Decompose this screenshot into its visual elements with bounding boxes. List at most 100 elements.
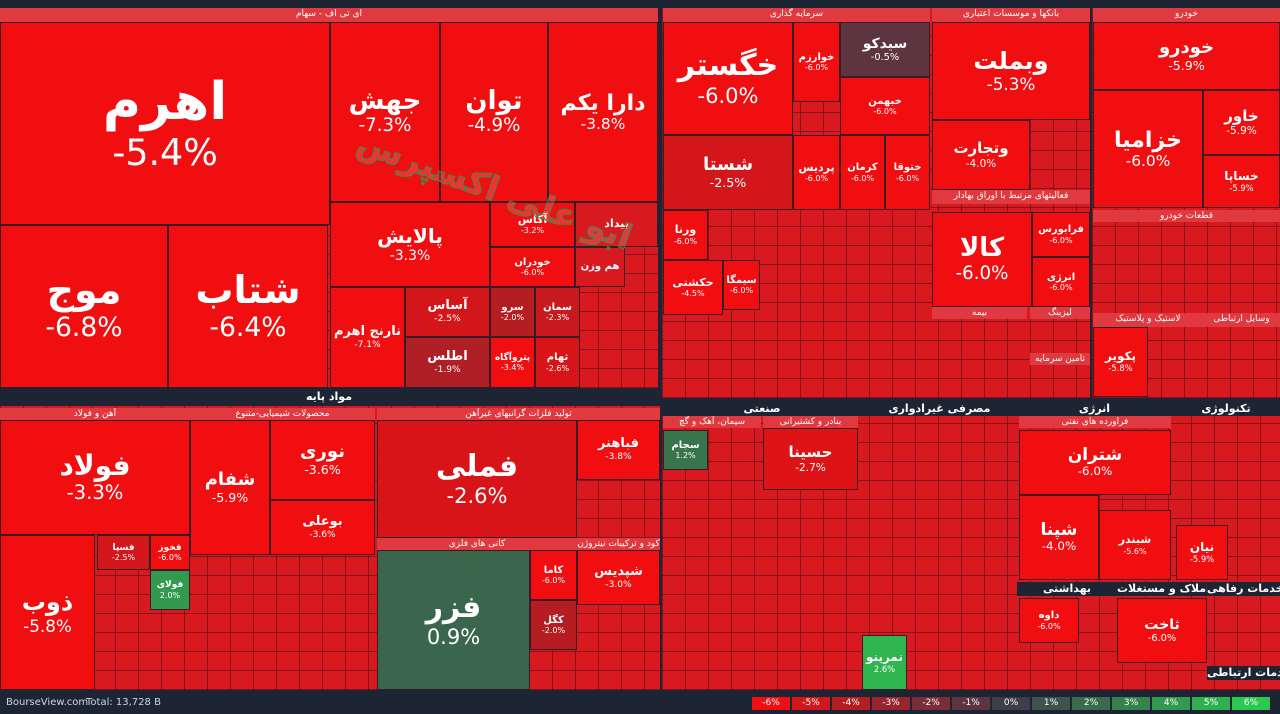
stock-change: -5.6% [1123,546,1147,556]
stock-change: -5.8% [1108,363,1133,374]
sector-header: آهن و فولاد [0,408,190,420]
stock-name: ثهام [546,352,569,364]
stock-change: -7.1% [354,339,381,350]
stock-change: -5.9% [1168,58,1205,74]
stock-name: پتروآگاه [494,352,531,363]
stock-tile: حکشتی -4.5% [663,260,723,315]
stock-name: کرمان [847,162,878,174]
stock-tile: سجام 1.2% [663,430,708,470]
stock-tile: وتجارت -4.0% [932,120,1030,190]
stock-tile: شفام -5.9% [190,420,270,555]
stock-change: -1.9% [434,364,461,375]
stock-name: سجام [671,439,700,451]
stock-tile: شستا -2.5% [663,135,793,210]
stock-tile: کگل -2.0% [530,600,577,650]
stock-name: کالا [959,233,1005,264]
stock-change: -4.5% [681,289,705,299]
stock-tile: شبندر -5.6% [1099,510,1171,580]
stock-name: داوه [1038,610,1060,622]
sector-header: خدمات ارتباطی [1207,666,1280,680]
legend-swatch: 4% [1152,697,1190,710]
stock-change: -6.0% [673,236,698,246]
stock-change: -5.9% [1189,553,1215,564]
sector-header: محصولات شیمیایی-متنوع [190,408,375,420]
sector-header: خودرو [1093,8,1280,22]
stock-change: -6.0% [1037,621,1061,631]
stock-tile: شپنا -4.0% [1019,495,1099,580]
legend-swatch: 3% [1112,697,1150,710]
stock-tile: ختوقا -6.0% [885,135,930,210]
sector-header: کود و ترکیبات نیتروژن [577,538,660,550]
sector-header: فراورده های نفتی [1019,416,1171,428]
stock-change: -3.6% [309,529,336,540]
stock-tile: سیمگا -6.0% [723,260,760,310]
stock-name: فباهنر [597,436,640,452]
stock-name: فرابورس [1038,224,1084,236]
legend-swatch: 0% [992,697,1030,710]
stock-name: توان [465,85,523,116]
sector-header: مصرفی غیرادواری [862,402,1017,416]
stock-change: -6.0% [520,268,545,278]
sector-header: بیمه [932,307,1027,319]
stock-tile: فسپا -2.5% [97,535,150,570]
sector-header: املاک و مستغلات [1117,582,1207,596]
stock-tile: خگستر -6.0% [663,22,793,135]
stock-tile: نمرینو 2.6% [862,635,907,690]
stock-change: -2.5% [111,553,136,563]
sector-header: انرژی [1017,402,1172,416]
stock-name: خودران [514,256,551,268]
stock-name: پکویر [1105,349,1136,364]
stock-name: بوعلی [302,513,343,529]
stock-tile: حسینا -2.7% [763,428,858,490]
stock-name: سیمگا [726,274,757,286]
stock-change: -5.4% [112,131,218,175]
legend-swatch: 6% [1232,697,1270,710]
stock-tile: پردیس -6.0% [793,135,840,210]
stock-tile: انرژی -6.0% [1032,257,1090,307]
stock-change: -6.0% [895,173,920,183]
stock-change: -3.0% [605,579,632,590]
sector-header: مواد پایه [0,390,658,406]
stock-name: آساس [427,298,468,314]
stock-name: خساپا [1224,168,1259,183]
stock-name: کاما [543,564,564,576]
stock-tile: وبملت -5.3% [932,22,1090,120]
stock-tile: خودرو -5.9% [1093,22,1280,90]
sector-header: فعالیتهای مرتبط با اوراق بهادار [932,190,1090,204]
stock-change: -2.5% [434,314,461,325]
stock-change: -3.6% [304,462,341,478]
stock-tile: شتاب -6.4% [168,225,328,388]
legend-swatch: -2% [912,697,950,710]
sector-header: خدمات رفاهی [1207,582,1280,596]
stock-tile: شتران -6.0% [1019,430,1171,495]
stock-tile: پکویر -5.8% [1093,327,1148,397]
stock-change: -5.9% [1226,125,1257,138]
total: Total: 13,728 B [86,697,161,708]
sector-header: بهداشتی [1017,582,1117,596]
stock-change: -6.0% [804,63,829,73]
stock-change: 1.2% [675,451,696,461]
stock-tile: خودران -6.0% [490,247,575,287]
sector-header: سرمایه گذاری [663,8,930,22]
stock-name: خودرو [1158,37,1215,59]
sector-header: تکنولوژی [1172,402,1280,416]
sector-header: کانی های فلزی [377,538,577,550]
stock-tile: هم وزن [575,247,625,287]
stock-tile: جهش -7.3% [330,22,440,202]
stock-change: -4.0% [965,157,997,170]
stock-tile: نیان -5.9% [1176,525,1228,580]
stock-tile: داوه -6.0% [1019,598,1079,643]
legend-swatch: 1% [1032,697,1070,710]
stock-change: -5.9% [1229,182,1254,193]
stock-tile: دارا یکم -3.8% [548,22,658,202]
stock-tile: فزر 0.9% [377,550,530,690]
stock-change: -6.0% [697,83,759,108]
stock-name: فولاد [59,449,131,483]
stock-tile: سرو -2.0% [490,287,535,337]
stock-name: فزر [425,589,482,625]
sector-header: بانکها و موسسات اعتباری [932,8,1090,22]
stock-name: فولای [156,580,184,591]
stock-name: شستا [702,153,754,175]
stock-name: نوری [300,441,345,463]
